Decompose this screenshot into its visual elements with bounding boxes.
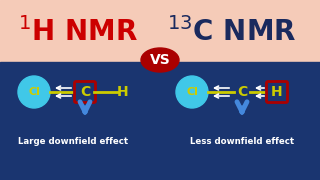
Text: Large downfield effect: Large downfield effect (18, 138, 128, 147)
Text: H: H (117, 85, 129, 99)
Circle shape (176, 76, 208, 108)
Text: $^{13}$C NMR: $^{13}$C NMR (167, 17, 297, 47)
Text: Cl: Cl (186, 87, 198, 97)
Text: H: H (271, 85, 283, 99)
Bar (0, 0, 320, 62)
Text: VS: VS (150, 53, 170, 67)
Text: Cl: Cl (28, 87, 40, 97)
FancyBboxPatch shape (267, 82, 287, 102)
Circle shape (18, 76, 50, 108)
Bar (0, 62, 320, 180)
Text: C: C (80, 85, 90, 99)
Ellipse shape (141, 48, 179, 72)
FancyBboxPatch shape (75, 82, 95, 102)
Text: C: C (237, 85, 247, 99)
Text: $^{1}$H NMR: $^{1}$H NMR (18, 17, 138, 47)
Text: Less downfield effect: Less downfield effect (190, 138, 294, 147)
